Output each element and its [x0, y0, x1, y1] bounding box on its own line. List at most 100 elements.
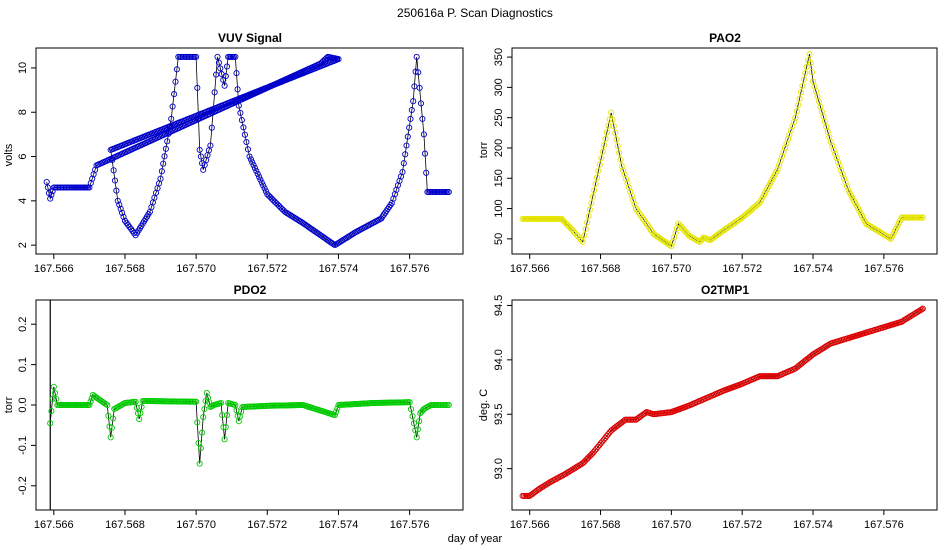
data-point: [402, 151, 409, 158]
data-point: [201, 405, 208, 413]
data-point: [630, 197, 637, 204]
data-point: [543, 481, 550, 488]
data-point: [795, 101, 802, 109]
data-point: [260, 182, 267, 189]
data-point: [169, 103, 176, 110]
data-point: [107, 146, 114, 153]
data-point: [609, 116, 616, 123]
data-point: [217, 65, 224, 72]
data-point: [832, 150, 839, 158]
data-point: [136, 416, 143, 423]
data-point: [244, 146, 252, 153]
data-point: [836, 163, 843, 170]
data-point: [44, 184, 51, 191]
plot-frame-o2tmp1: [511, 299, 938, 511]
data-point: [258, 179, 265, 186]
data-point: [168, 115, 175, 122]
data-point: [419, 115, 426, 122]
data-point: [570, 228, 577, 235]
data-point: [262, 188, 269, 195]
data-point: [237, 109, 244, 116]
data-point: [622, 175, 630, 182]
data-point: [575, 462, 582, 469]
figure-suptitle: 250616a P. Scan Diagnostics: [397, 6, 553, 20]
data-point: [610, 123, 617, 130]
data-point: [901, 316, 908, 323]
data-point: [665, 241, 672, 248]
data-point: [102, 400, 109, 408]
data-point: [599, 148, 606, 155]
data-point: [600, 436, 607, 443]
data-point: [166, 123, 173, 130]
data-point: [247, 156, 254, 163]
panel-vuv-signal: VUV Signal volts 167.566 167.568 167.570 16…: [3, 31, 464, 275]
data-point: [774, 166, 781, 173]
data-point: [407, 406, 415, 413]
x-tick-label: 167.566: [34, 519, 74, 531]
data-point: [779, 153, 786, 160]
x-tick-label: 167.576: [864, 519, 904, 531]
y-tick-label: 4: [17, 198, 29, 204]
data-point: [602, 135, 609, 142]
data-point: [86, 401, 93, 409]
data-point: [647, 227, 654, 234]
data-point: [803, 63, 810, 70]
data-point: [617, 156, 624, 163]
plot-frame-pao2: [511, 47, 938, 255]
y-tick-label: -0.2: [17, 476, 29, 495]
data-point: [409, 413, 416, 420]
data-point: [138, 403, 145, 411]
data-point: [839, 171, 846, 178]
data-point: [48, 408, 55, 415]
data-point: [620, 417, 627, 424]
panel-title-pao2: PAO2: [709, 31, 741, 45]
data-point: [687, 233, 694, 240]
data-point: [867, 223, 874, 230]
y-axis-label-o2tmp1: deg. C: [478, 389, 490, 421]
data-point: [261, 185, 268, 192]
data-point: [173, 66, 180, 73]
data-point: [410, 98, 417, 105]
data-point: [620, 167, 627, 174]
y-tick-label: 0.2: [17, 317, 29, 332]
data-point: [417, 100, 425, 107]
x-tick-label: 167.576: [864, 263, 904, 275]
data-point: [217, 399, 225, 407]
data-point: [538, 484, 545, 491]
data-point: [400, 160, 407, 167]
data-point: [599, 438, 606, 445]
plot-frame-vuv-signal: [35, 47, 464, 255]
data-point: [624, 180, 631, 187]
panel-pao2: PAO2 torr 167.566 167.568 167.570 167.572 16…: [478, 31, 938, 275]
data-point: [589, 193, 596, 200]
data-point: [596, 161, 603, 168]
data-point: [211, 89, 218, 96]
data-point: [612, 129, 619, 136]
data-point: [596, 442, 603, 449]
data-point: [200, 414, 207, 421]
data-point: [585, 213, 592, 220]
y-axis-label-pao2: torr: [478, 141, 490, 158]
data-point: [113, 187, 120, 194]
data-point: [331, 412, 338, 419]
data-point: [420, 131, 427, 138]
data-point: [595, 167, 602, 174]
series-line-o2tmp1: [522, 308, 924, 497]
data-point: [799, 82, 806, 89]
data-point: [835, 159, 842, 166]
data-point: [790, 118, 797, 126]
data-point: [616, 149, 623, 156]
panel-title-o2tmp1: O2TMP1: [701, 283, 749, 297]
y-tick-label: 350: [493, 48, 505, 66]
data-point: [827, 138, 834, 145]
data-point: [197, 445, 204, 452]
x-tick-label: 167.568: [581, 519, 621, 531]
data-point: [686, 232, 693, 239]
x-tick-label: 167.574: [319, 519, 359, 531]
data-point: [109, 157, 116, 164]
data-point: [808, 69, 815, 76]
data-point: [110, 415, 117, 422]
y-tick-label: 300: [493, 78, 505, 96]
data-point: [234, 86, 241, 93]
data-point: [107, 434, 114, 441]
